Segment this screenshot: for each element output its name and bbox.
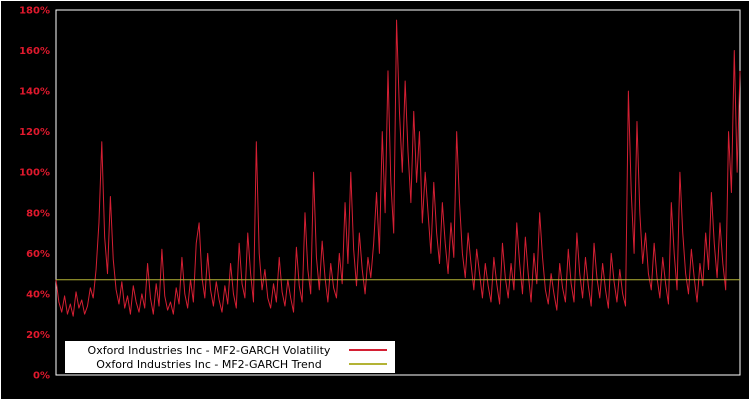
legend-line-trend	[349, 363, 387, 365]
y-tick-label: 20%	[26, 330, 50, 341]
plot-frame	[55, 9, 741, 376]
chart-legend: Oxford Industries Inc - MF2-GARCH Volati…	[65, 341, 395, 373]
legend-row-volatility: Oxford Industries Inc - MF2-GARCH Volati…	[73, 343, 387, 357]
y-tick-label: 180%	[19, 6, 50, 17]
y-tick-label: 0%	[33, 371, 50, 382]
y-tick-label: 160%	[19, 46, 50, 57]
y-tick-label: 140%	[19, 87, 50, 98]
y-tick-label: 80%	[26, 208, 50, 219]
legend-line-volatility	[349, 349, 387, 351]
y-tick-label: 40%	[26, 289, 50, 300]
legend-label-trend: Oxford Industries Inc - MF2-GARCH Trend	[96, 357, 322, 371]
series-line-0	[55, 19, 741, 317]
y-tick-label: 60%	[26, 249, 50, 260]
legend-row-trend: Oxford Industries Inc - MF2-GARCH Trend	[73, 357, 387, 371]
legend-label-volatility: Oxford Industries Inc - MF2-GARCH Volati…	[87, 343, 331, 357]
y-tick-label: 100%	[19, 168, 50, 179]
y-tick-label: 120%	[19, 127, 50, 138]
